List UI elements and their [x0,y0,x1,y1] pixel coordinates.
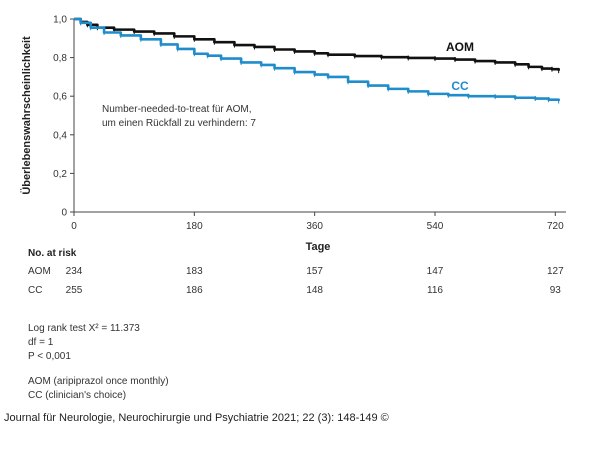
risk-table-title: No. at risk [28,248,77,259]
y-tick-label: 0,8 [53,53,67,64]
y-tick-label: 0 [61,208,67,219]
nnt-annotation-line2: um einen Rückfall zu verhindern: 7 [102,118,256,129]
x-tick-label: 0 [71,221,77,232]
risk-count: 255 [66,285,83,296]
y-tick-label: 0,6 [53,92,67,103]
risk-count: 116 [427,285,443,296]
risk-count: 127 [547,266,564,277]
x-axis-label: Tage [306,241,331,253]
risk-count: 147 [427,266,444,277]
nnt-annotation-line1: Number-needed-to-treat für AOM, [102,104,252,115]
x-tick-label: 540 [427,221,444,232]
journal-citation: Journal für Neurologie, Neurochirurgie u… [4,412,389,424]
cc-definition-text: CC (clinician's choice) [28,390,127,401]
survival-chart: 0 0,2 0,4 0,6 0,8 1,0 0 180 360 540 720 Überlebensw… [20,15,566,296]
aom-definition-text: AOM (aripiprazol once monthly) [28,376,169,387]
series-label-aom: AOM [446,40,474,54]
risk-count: 157 [306,266,323,277]
risk-row-label: AOM [28,266,51,277]
survival-curve-aom [74,17,560,71]
y-tick-label: 1,0 [53,15,67,26]
risk-count: 186 [186,285,203,296]
y-tick-label: 0,2 [53,169,67,180]
risk-row-label: CC [28,285,42,296]
y-axis-label: Überlebenswahrscheinlichkeit [20,36,33,195]
x-tick-label: 360 [306,221,323,232]
x-tick-label: 180 [186,221,203,232]
log-rank-test-text: Log rank test X² = 11.373 [28,323,140,334]
degrees-of-freedom-text: df = 1 [28,337,54,348]
series-label-cc: CC [451,79,469,93]
risk-count: 234 [66,266,83,277]
risk-count: 93 [550,285,562,296]
x-tick-label: 720 [547,221,564,232]
y-tick-label: 0,4 [53,130,67,141]
risk-count: 183 [186,266,203,277]
p-value-text: P < 0,001 [28,351,71,362]
risk-count: 148 [306,285,323,296]
